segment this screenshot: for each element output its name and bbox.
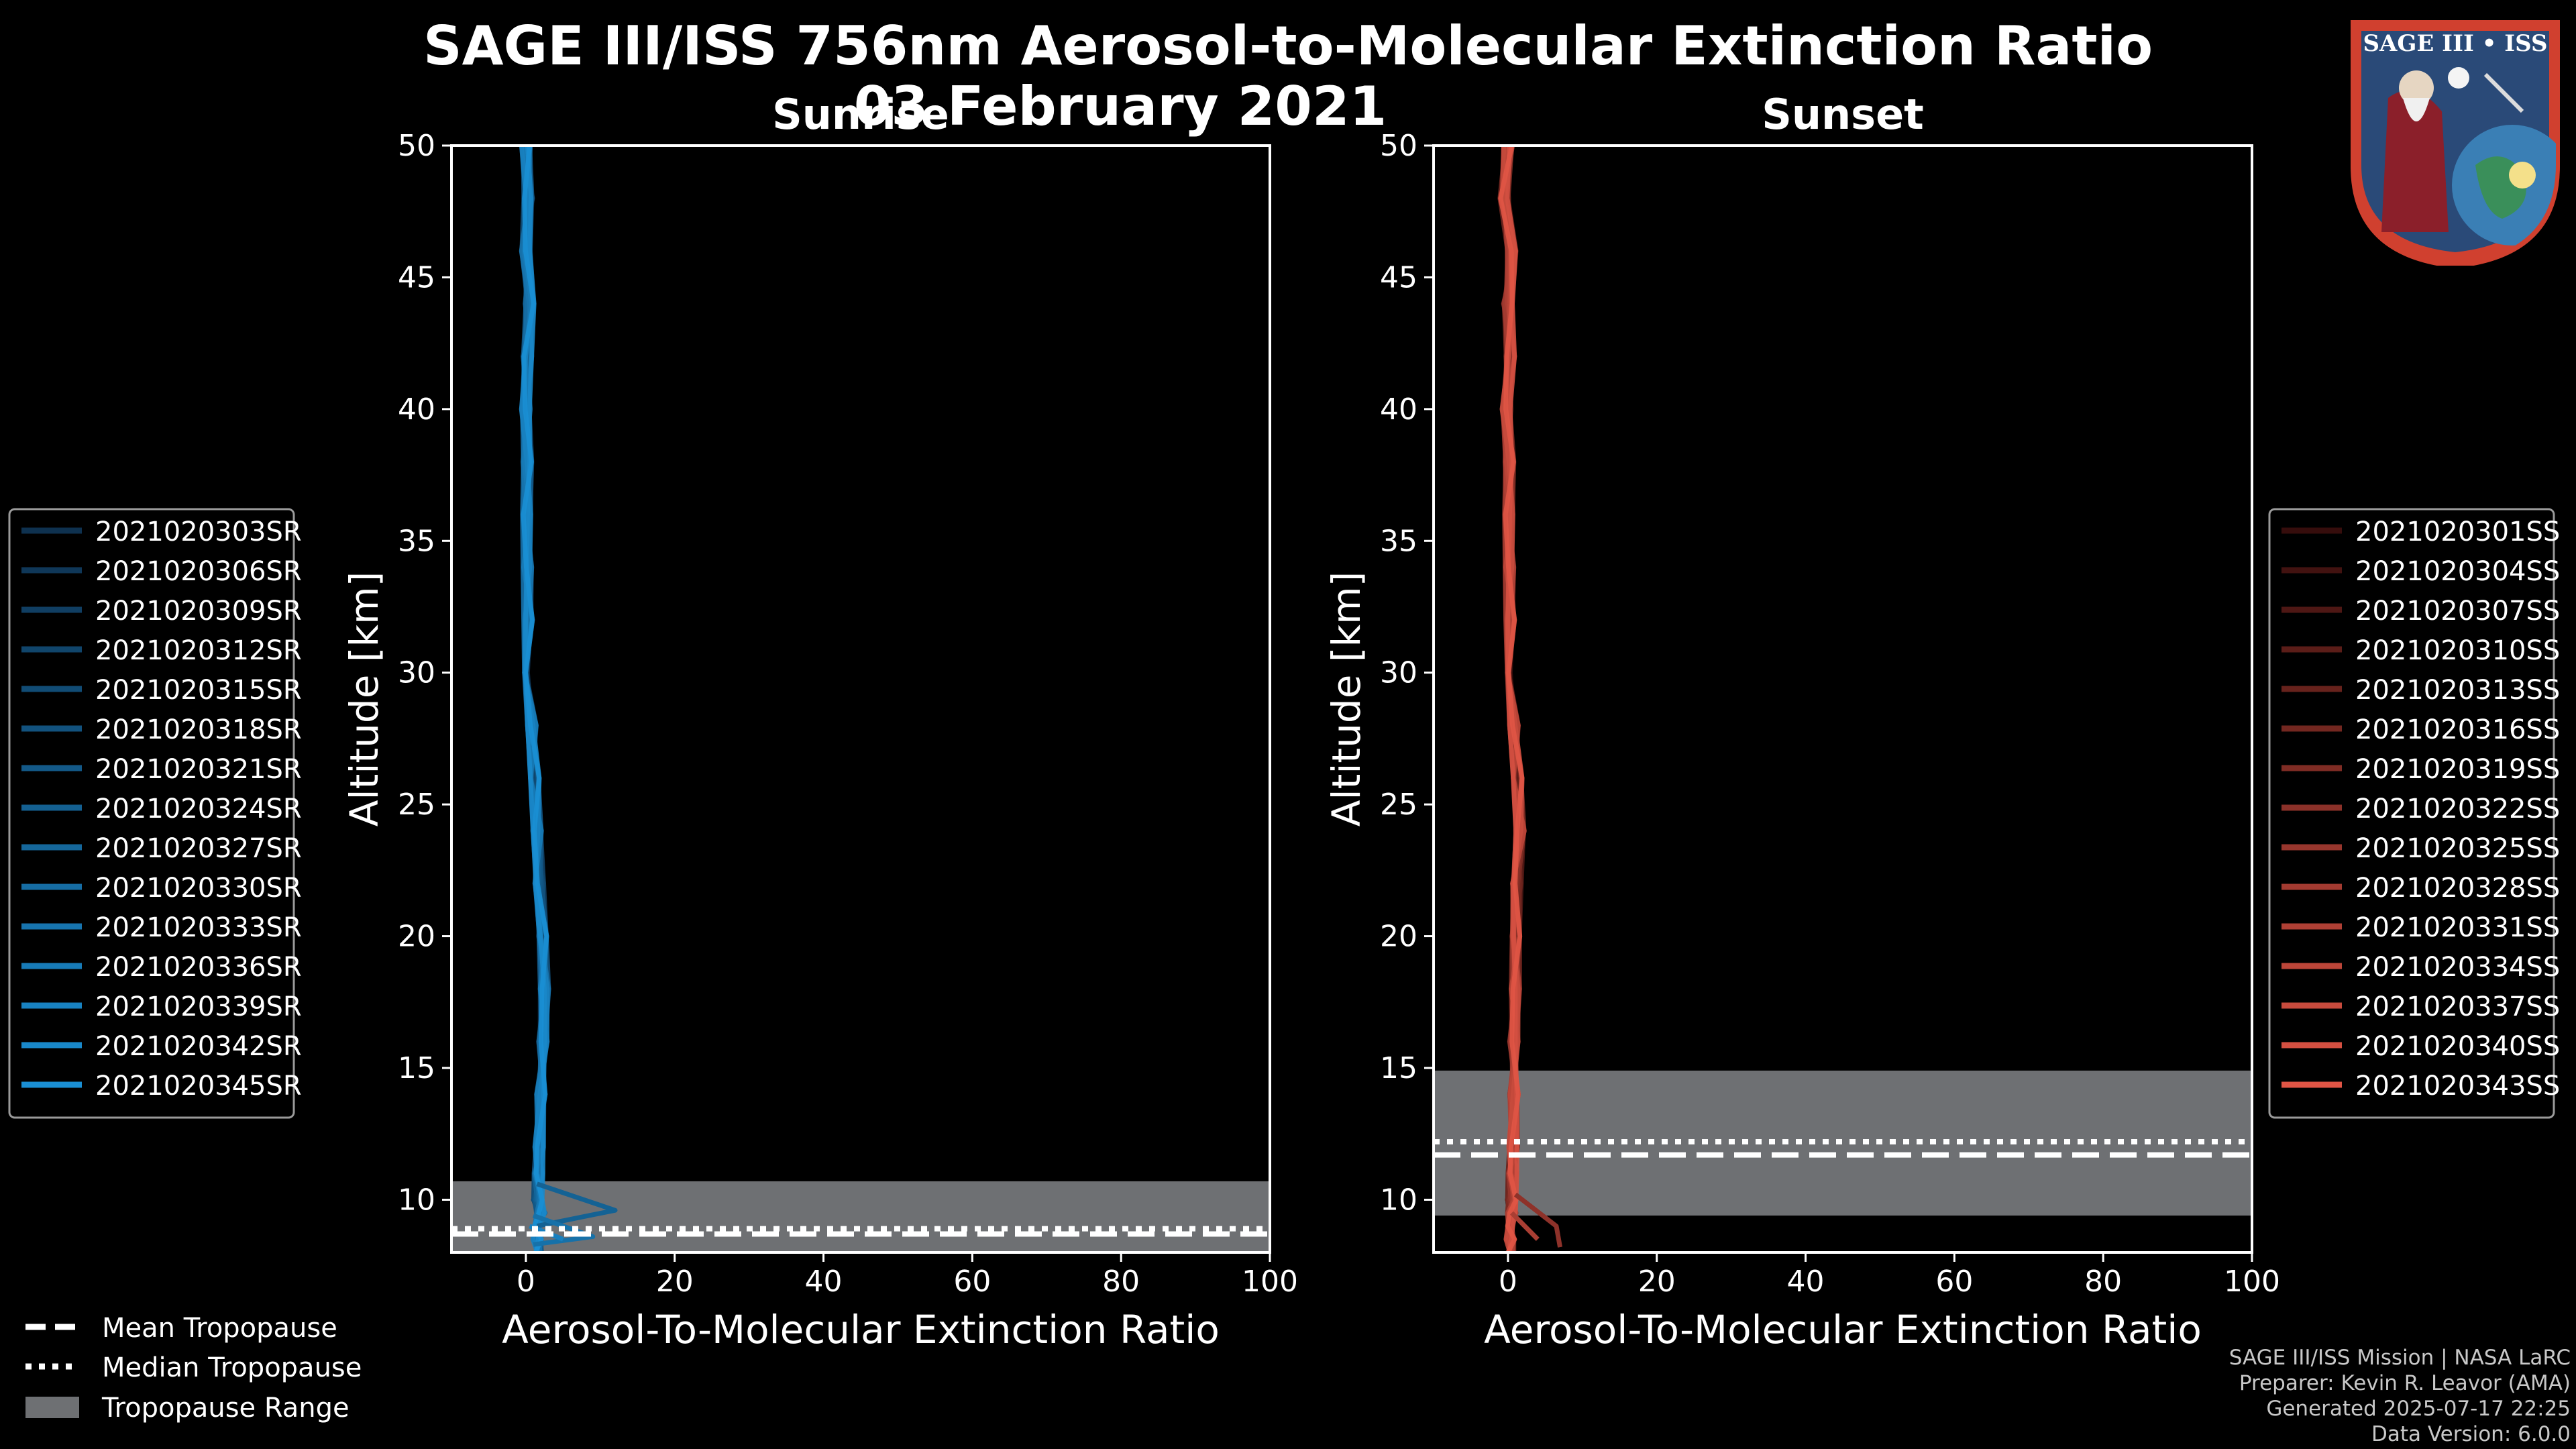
legend-entry: 2021020336SR [95, 952, 302, 983]
legend-entry: 2021020327SR [95, 833, 302, 864]
legend-entry: 2021020334SS [2355, 952, 2560, 983]
credits-block: SAGE III/ISS Mission | NASA LaRC Prepare… [2229, 1345, 2571, 1447]
legend-entry: 2021020322SS [2355, 794, 2560, 824]
y-tick-label: 25 [398, 788, 435, 822]
x-tick-label: 80 [2084, 1265, 2122, 1299]
y-tick-label: 50 [1380, 129, 1417, 163]
y-tick-label: 10 [1380, 1183, 1417, 1217]
x-tick-label: 40 [805, 1265, 843, 1299]
y-axis-label: Altitude [km] [1324, 572, 1369, 826]
y-tick-label: 30 [1380, 656, 1417, 690]
legend-entry: 2021020315SR [95, 675, 302, 706]
profile-group-sunset [1497, 146, 1562, 1252]
x-tick-label: 100 [1242, 1265, 1298, 1299]
chart-title: SAGE III/ISS 756nm Aerosol-to-Molecular … [423, 15, 2153, 77]
legend-entry: 2021020316SS [2355, 714, 2560, 745]
legend-entry: 2021020309SR [95, 596, 302, 627]
legend-entry: 2021020324SR [95, 794, 302, 824]
legend-median-label: Median Tropopause [102, 1352, 362, 1383]
credits-version: Data Version: 6.0.0 [2371, 1422, 2571, 1446]
logo-text: SAGE III • ISS [2363, 30, 2547, 57]
legend-entry: 2021020310SS [2355, 635, 2560, 666]
y-tick-label: 15 [1380, 1051, 1417, 1085]
x-tick-label: 20 [656, 1265, 694, 1299]
x-tick-label: 0 [517, 1265, 535, 1299]
legend-entry: 2021020342SR [95, 1031, 302, 1062]
legend-entry: 2021020304SS [2355, 556, 2560, 587]
legend-entry: 2021020325SS [2355, 833, 2560, 864]
y-tick-label: 40 [398, 392, 435, 427]
legend-range-label: Tropopause Range [101, 1393, 350, 1424]
legend-entry: 2021020331SS [2355, 912, 2560, 943]
legend-entry: 2021020345SR [95, 1071, 302, 1102]
chart-date: 03 February 2021 [853, 75, 1387, 138]
y-tick-label: 45 [398, 260, 435, 294]
y-axis-label: Altitude [km] [341, 572, 387, 826]
profile-spike [1513, 1192, 1562, 1248]
legend-mean-label: Mean Tropopause [102, 1313, 337, 1344]
y-tick-label: 20 [1380, 920, 1417, 954]
y-tick-label: 10 [398, 1183, 435, 1217]
panel-title-sunrise: Sunrise [772, 90, 949, 139]
legend-entry: 2021020307SS [2355, 596, 2560, 627]
legend-range-swatch [25, 1397, 79, 1418]
legend-entry: 2021020303SR [95, 517, 302, 547]
legend-entry: 2021020343SS [2355, 1071, 2560, 1102]
legend-entry: 2021020333SR [95, 912, 302, 943]
x-tick-label: 40 [1787, 1265, 1825, 1299]
y-tick-label: 25 [1380, 788, 1417, 822]
legend-entry: 2021020318SR [95, 714, 302, 745]
y-tick-label: 35 [398, 524, 435, 558]
x-tick-label: 20 [1638, 1265, 1676, 1299]
legend-entry: 2021020321SR [95, 754, 302, 785]
legend-entry: 2021020306SR [95, 556, 302, 587]
x-tick-label: 0 [1499, 1265, 1517, 1299]
credits-mission: SAGE III/ISS Mission | NASA LaRC [2229, 1346, 2571, 1370]
legend-entry: 2021020301SS [2355, 517, 2560, 547]
axes-frame [1432, 144, 2253, 1254]
profile-spike [536, 1181, 618, 1229]
legend-entry: 2021020339SR [95, 991, 302, 1022]
profile-line-2021020345SR [521, 146, 549, 1252]
legend-entry: 2021020328SS [2355, 873, 2560, 904]
legend-entry: 2021020340SS [2355, 1031, 2560, 1062]
y-tick-label: 15 [398, 1051, 435, 1085]
y-tick-label: 35 [1380, 524, 1417, 558]
legend-entry: 2021020330SR [95, 873, 302, 904]
axes-frame [450, 144, 1271, 1254]
x-axis-label: Aerosol-To-Molecular Extinction Ratio [1484, 1307, 2202, 1352]
legend-entry: 2021020337SS [2355, 991, 2560, 1022]
sage-iii-iss-logo: SAGE III • ISS [2341, 11, 2569, 268]
profile-spike [532, 1213, 596, 1247]
legend-entry: 2021020312SR [95, 635, 302, 666]
x-tick-label: 60 [953, 1265, 991, 1299]
x-tick-label: 80 [1102, 1265, 1140, 1299]
panel-title-sunset: Sunset [1762, 90, 1924, 139]
y-tick-label: 20 [398, 920, 435, 954]
legend-entry: 2021020313SS [2355, 675, 2560, 706]
y-tick-label: 50 [398, 129, 435, 163]
y-tick-label: 30 [398, 656, 435, 690]
credits-generated: Generated 2025-07-17 22:25 [2266, 1397, 2571, 1421]
y-tick-label: 40 [1380, 392, 1417, 427]
profile-spike [1509, 1211, 1540, 1241]
x-axis-label: Aerosol-To-Molecular Extinction Ratio [502, 1307, 1220, 1352]
x-tick-label: 60 [1935, 1265, 1973, 1299]
profile-group-sunrise [519, 146, 618, 1252]
x-tick-label: 100 [2224, 1265, 2280, 1299]
y-tick-label: 45 [1380, 260, 1417, 294]
credits-preparer: Preparer: Kevin R. Leavor (AMA) [2239, 1371, 2571, 1395]
legend-entry: 2021020319SS [2355, 754, 2560, 785]
